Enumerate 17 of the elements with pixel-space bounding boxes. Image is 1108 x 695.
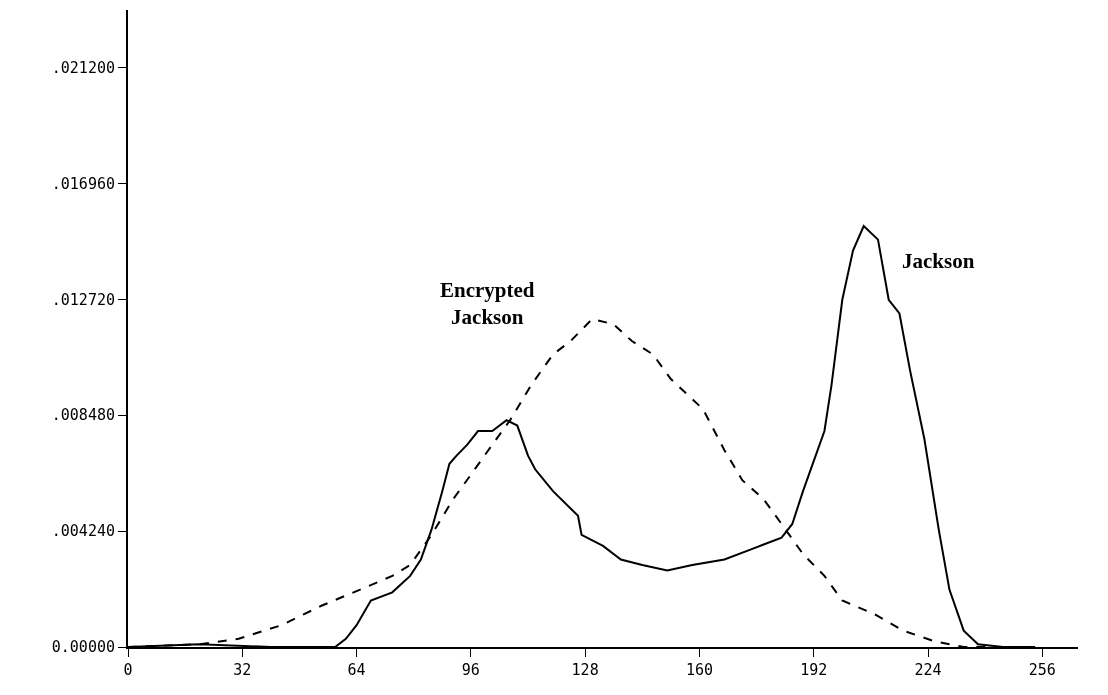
y-tick-label: .021200 [51, 58, 115, 77]
y-tick-label: .008480 [51, 406, 115, 425]
x-tick-label: 160 [685, 661, 713, 679]
x-tick-label: 96 [461, 661, 480, 679]
y-tick-label: .004240 [51, 522, 115, 541]
x-tick-label: 224 [914, 661, 942, 679]
x-tick-label: 192 [800, 661, 828, 679]
x-tick-label: 32 [233, 661, 252, 679]
x-tick-label: 256 [1028, 661, 1056, 679]
y-tick-label: .016960 [51, 174, 115, 193]
series-label: Encrypted Jackson [440, 278, 535, 330]
x-tick-label: 128 [571, 661, 599, 679]
series-label: Jackson [902, 249, 975, 273]
x-tick-label: 64 [347, 661, 366, 679]
y-tick-label: .012720 [51, 290, 115, 309]
x-tick-label: 0 [123, 661, 133, 679]
y-tick-label: 0.00000 [51, 638, 115, 657]
